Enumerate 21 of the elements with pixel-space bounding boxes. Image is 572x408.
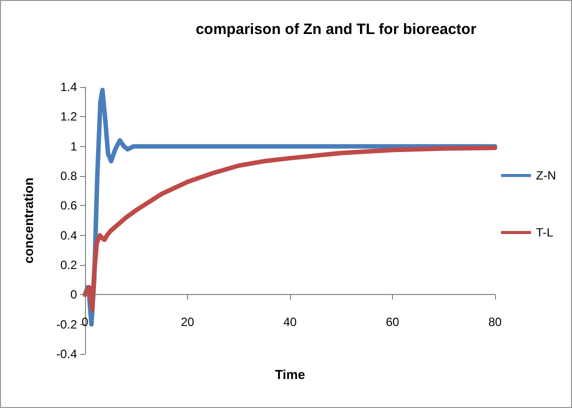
y-tick-label: 1.4 [60, 80, 78, 94]
legend-label: T-L [536, 226, 554, 240]
chart-title: comparison of Zn and TL for bioreactor [196, 21, 476, 38]
x-axis-title: Time [274, 367, 306, 382]
y-tick-label: 0.4 [60, 228, 78, 242]
y-tick-label: 0.6 [60, 198, 78, 213]
x-tick-label: 20 [180, 315, 194, 329]
y-tick-label: 1.2 [60, 110, 78, 124]
x-tick-label: 40 [283, 315, 297, 329]
y-tick-label: 1 [70, 139, 78, 154]
y-axis-title: concentration [21, 177, 36, 264]
x-tick-label: 60 [386, 315, 400, 329]
y-tick-label: 0.8 [60, 169, 78, 183]
y-tick-label: -0.2 [56, 317, 78, 332]
legend-label: Z-N [536, 168, 556, 182]
x-tick-label: 80 [488, 315, 502, 329]
y-tick-label: 0 [70, 288, 78, 302]
line-series [82, 146, 498, 312]
x-tick-label: 0 [82, 315, 89, 329]
y-tick-label: 0.2 [60, 258, 78, 272]
y-tick-label: -0.4 [56, 347, 78, 361]
